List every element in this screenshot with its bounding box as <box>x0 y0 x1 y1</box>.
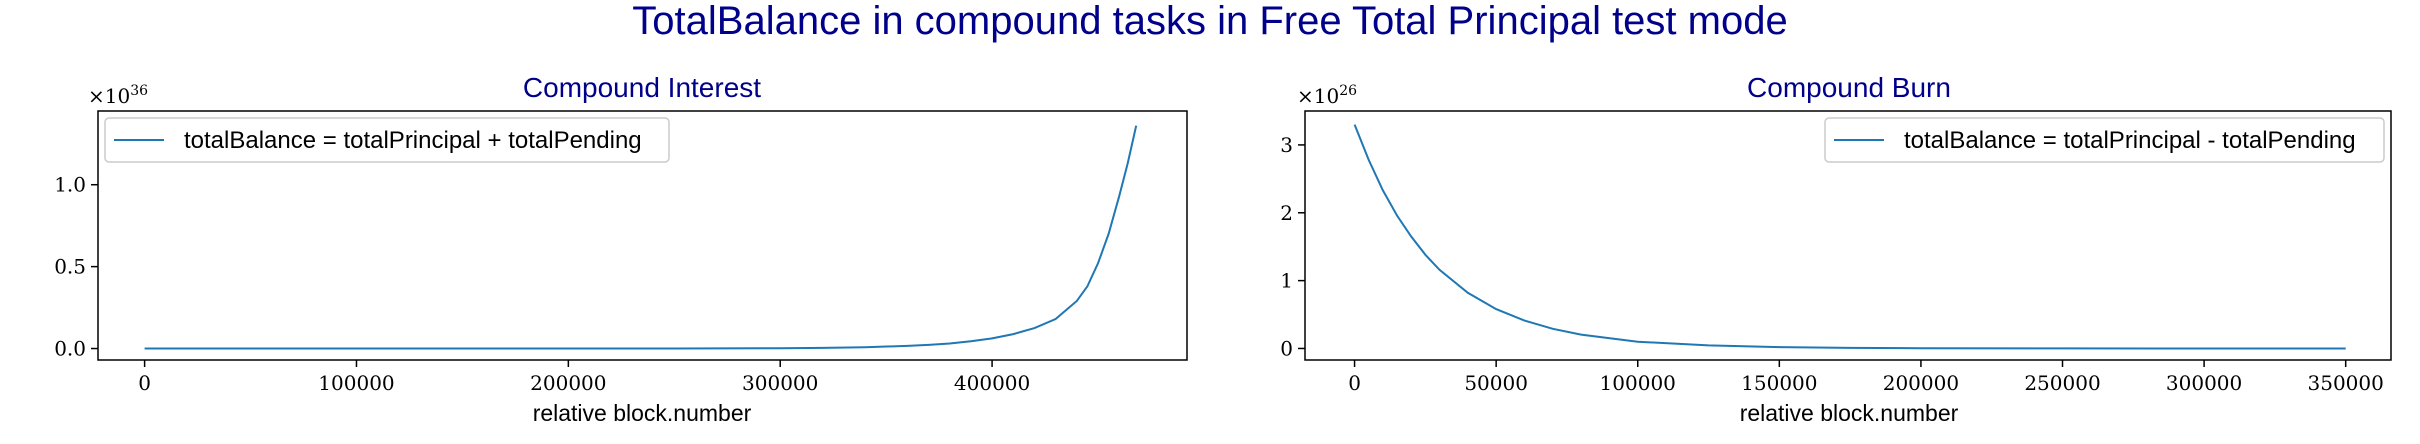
chart-title: Compound Interest <box>523 72 761 103</box>
legend-entry: totalBalance = totalPrincipal + totalPen… <box>184 127 642 154</box>
x-tick-label: 150000 <box>1741 371 1817 395</box>
legend-entry: totalBalance = totalPrincipal - totalPen… <box>1904 127 2356 154</box>
y-tick-label: 0.5 <box>54 255 86 279</box>
x-tick-label: 200000 <box>1883 371 1959 395</box>
legend-box <box>1824 117 2385 163</box>
y-offset-label: ×1026 <box>1297 83 1357 108</box>
legend: totalBalance = totalPrincipal - totalPen… <box>1824 117 2385 163</box>
x-tick-label: 300000 <box>742 371 818 395</box>
series-line-0 <box>1353 124 2346 350</box>
plot-layer: 0 100000 200000 300000 400000 0.0 0.5 1.0 <box>54 125 1138 395</box>
chart-title: Compound Burn <box>1747 72 1951 103</box>
x-tick-label: 350000 <box>2308 371 2384 395</box>
chart-compound-interest: Compound Interest ×1036 0 100000 200000 300… <box>54 72 1188 426</box>
x-tick-label: 400000 <box>954 371 1030 395</box>
y-tick-label: 0 <box>1280 336 1293 360</box>
y-tick-label: 1 <box>1280 269 1293 293</box>
x-tick-label: 100000 <box>318 371 394 395</box>
plot-frame <box>97 110 1188 361</box>
x-tick-label: 0 <box>1348 371 1361 395</box>
series-line-0 <box>144 125 1138 350</box>
y-tick-label: 3 <box>1280 133 1293 157</box>
x-tick-label: 50000 <box>1464 371 1528 395</box>
x-tick-label: 300000 <box>2166 371 2242 395</box>
x-tick-label: 200000 <box>530 371 606 395</box>
y-tick-label: 1.0 <box>54 173 86 197</box>
plot-layer: 0 50000 100000 150000 200000 250000 300000 3500… <box>1280 124 2384 395</box>
chart-compound-burn: Compound Burn ×1026 0 50000 100000 150000 20… <box>1280 72 2392 426</box>
x-axis-label: relative block.number <box>533 400 752 426</box>
plot-frame <box>1304 110 2392 361</box>
x-tick-label: 0 <box>138 371 151 395</box>
x-tick-label: 250000 <box>2024 371 2100 395</box>
y-offset-label: ×1036 <box>88 83 148 108</box>
x-axis-label: relative block.number <box>1740 400 1959 426</box>
legend: totalBalance = totalPrincipal + totalPen… <box>104 117 670 163</box>
y-tick-label: 0.0 <box>54 337 86 361</box>
figure-title: TotalBalance in compound tasks in Free T… <box>632 0 1787 43</box>
y-tick-label: 2 <box>1280 201 1293 225</box>
legend-box <box>104 117 670 163</box>
x-tick-label: 100000 <box>1600 371 1676 395</box>
